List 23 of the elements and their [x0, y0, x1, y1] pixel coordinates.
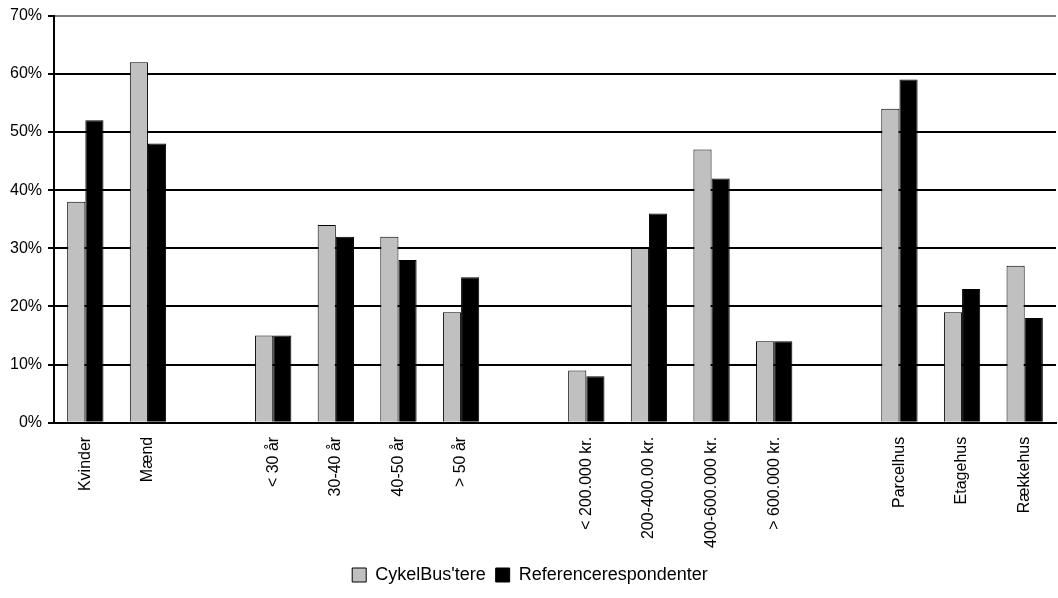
legend-label: CykelBus'tere [375, 563, 486, 584]
x-tick-label: Rækkehus [1015, 436, 1033, 514]
x-tick-label: 30-40 år [326, 436, 344, 497]
x-tick-label: Parcelhus [889, 436, 907, 508]
x-tick-label: > 50 år [451, 436, 469, 488]
x-tick-label: 400-600.000 kr. [701, 436, 719, 549]
y-tick-label: 60% [9, 64, 43, 82]
x-tick-label: 200-400.00 kr. [639, 436, 657, 540]
y-tick-label: 10% [9, 355, 43, 373]
y-tick-label: 70% [9, 6, 43, 24]
y-tick-label: 30% [9, 238, 43, 256]
x-tick-label: < 30 år [263, 436, 281, 488]
y-tick-label: 50% [9, 122, 43, 140]
y-tick-label: 0% [18, 413, 43, 431]
x-tick-label: < 200.000 kr. [576, 436, 594, 530]
x-tick-label: Etagehus [952, 436, 970, 505]
x-tick-label: Kvinder [75, 436, 93, 492]
x-tick-label: Mænd [138, 436, 156, 483]
legend-label: Referencerespondenter [518, 563, 708, 584]
x-tick-label: > 600.000 kr. [764, 436, 782, 530]
y-tick-label: 20% [9, 296, 43, 314]
y-tick-label: 40% [9, 180, 43, 198]
x-tick-label: 40-50 år [388, 436, 406, 497]
